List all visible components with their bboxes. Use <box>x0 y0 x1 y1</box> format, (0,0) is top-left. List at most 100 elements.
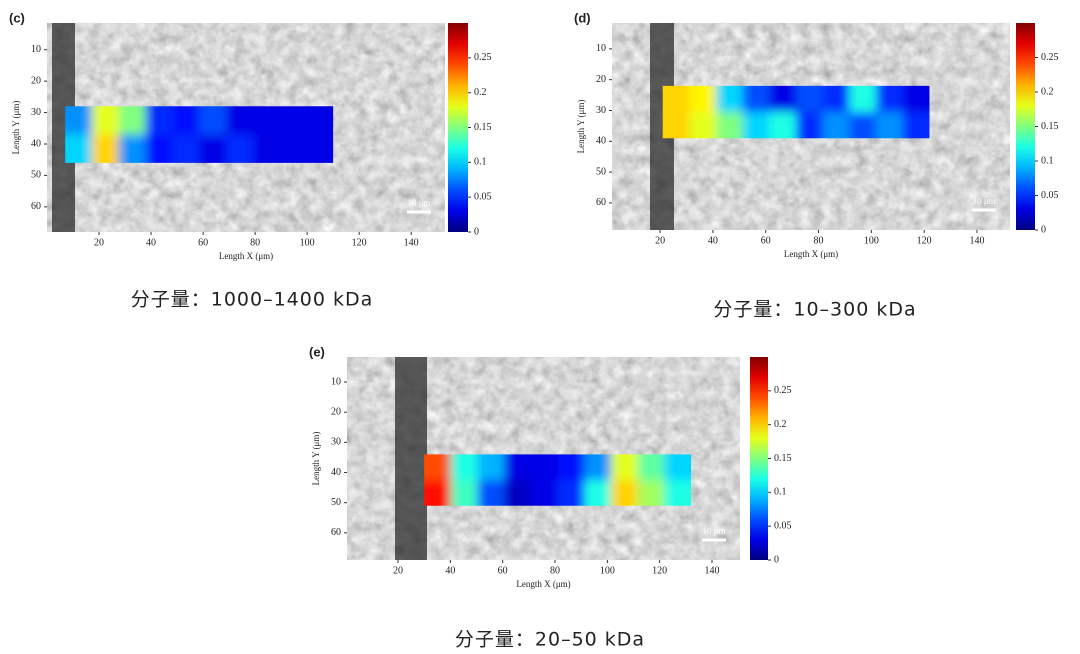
heat-cell <box>530 454 559 482</box>
y-tick-label: 10 <box>31 44 41 55</box>
y-tick-label: 40 <box>596 136 606 147</box>
x-tick-label: 100 <box>300 237 315 248</box>
heat-cell <box>477 454 506 482</box>
y-tick-label: 50 <box>331 497 341 508</box>
heat-cell <box>306 106 334 136</box>
y-tick-label: 30 <box>31 107 41 118</box>
heat-overlay <box>662 85 930 139</box>
x-tick-label: 20 <box>94 237 104 248</box>
y-tick-label: 40 <box>31 138 41 149</box>
heat-overlay <box>424 454 692 506</box>
x-axis-label: Length X (μm) <box>516 579 570 589</box>
colorbar-tick-label: 0.25 <box>474 52 492 63</box>
colorbar-tick-label: 0.2 <box>474 87 487 98</box>
y-tick-label: 20 <box>596 74 606 85</box>
x-tick-label: 60 <box>498 565 508 576</box>
heat-cell <box>450 454 479 482</box>
heat-cell <box>769 112 798 139</box>
colorbar-tick-label: 0.15 <box>474 122 492 133</box>
heat-cell <box>145 106 174 136</box>
y-tick-label: 60 <box>596 197 606 208</box>
heat-cell <box>876 85 904 114</box>
heat-cell <box>557 454 586 482</box>
x-tick-label: 100 <box>600 565 615 576</box>
caption: 分子量：20–50 kDa <box>455 629 645 651</box>
colorbar-tick-label: 0.05 <box>1041 190 1059 201</box>
heat-cell <box>65 134 94 163</box>
colorbar-tick-label: 0 <box>474 226 479 237</box>
tissue-edge <box>395 357 427 560</box>
heat-cell <box>65 106 94 136</box>
heat-cell <box>716 85 744 114</box>
colorbar-tick-label: 0.25 <box>774 385 792 396</box>
panel-label: (e) <box>309 344 325 359</box>
x-tick-label: 80 <box>250 237 260 248</box>
colorbar-tick-label: 0.25 <box>1041 52 1059 63</box>
y-axis-label: Length Y (μm) <box>311 432 321 486</box>
colorbar-tick-label: 0 <box>1041 224 1046 235</box>
heat-cell <box>530 480 559 506</box>
heat-cell <box>664 454 692 482</box>
heat-cell <box>902 85 930 114</box>
scale-bar-label: 10 μm <box>702 526 725 536</box>
x-tick-label: 40 <box>445 565 455 576</box>
heat-cell <box>424 480 452 506</box>
colorbar <box>448 23 468 232</box>
scale-bar-label: 10 μm <box>972 196 995 206</box>
heat-overlay <box>65 106 334 163</box>
heat-cell <box>796 112 824 139</box>
colorbar <box>750 357 768 560</box>
y-tick-label: 10 <box>596 43 606 54</box>
heat-cell <box>172 134 201 163</box>
heat-cell <box>637 454 666 482</box>
heat-cell <box>716 112 744 139</box>
x-tick-label: 120 <box>917 235 932 246</box>
heat-cell <box>742 85 771 114</box>
heat-cell <box>557 480 586 506</box>
x-tick-label: 20 <box>655 235 665 246</box>
heat-cell <box>689 112 718 139</box>
heat-cell <box>450 480 479 506</box>
y-tick-label: 50 <box>596 166 606 177</box>
heat-cell <box>637 480 666 506</box>
heat-cell <box>822 85 851 114</box>
x-tick-label: 120 <box>352 237 367 248</box>
y-tick-label: 20 <box>31 75 41 86</box>
colorbar-tick-label: 0.1 <box>774 487 787 498</box>
heat-cell <box>902 112 930 139</box>
heat-cell <box>662 112 691 139</box>
heat-cell <box>584 480 613 506</box>
x-tick-label: 60 <box>198 237 208 248</box>
colorbar-tick-label: 0.05 <box>774 520 792 531</box>
heat-cell <box>118 134 147 163</box>
heat-cell <box>199 134 227 163</box>
x-tick-label: 80 <box>814 235 824 246</box>
heat-cell <box>822 112 851 139</box>
heat-cell <box>477 480 506 506</box>
heat-cell <box>662 85 691 114</box>
y-axis-label: Length Y (μm) <box>11 101 21 155</box>
heat-cell <box>92 134 120 163</box>
heat-cell <box>769 85 798 114</box>
heat-cell <box>306 134 334 163</box>
y-tick-label: 40 <box>331 467 341 478</box>
x-axis-label: Length X (μm) <box>219 251 273 261</box>
x-axis-label: Length X (μm) <box>784 249 838 259</box>
heat-cell <box>611 480 639 506</box>
heat-cell <box>504 480 532 506</box>
heat-cell <box>504 454 532 482</box>
x-tick-label: 120 <box>652 565 667 576</box>
x-tick-label: 140 <box>969 235 984 246</box>
caption: 分子量：10–300 kDa <box>713 299 916 321</box>
heat-cell <box>145 134 174 163</box>
heat-cell <box>584 454 613 482</box>
caption: 分子量：1000–1400 kDa <box>131 289 374 311</box>
heat-cell <box>252 106 281 136</box>
y-tick-label: 50 <box>31 170 41 181</box>
heat-cell <box>664 480 692 506</box>
panel-label: (c) <box>9 10 25 25</box>
colorbar-tick-label: 0.2 <box>1041 86 1054 97</box>
y-tick-label: 60 <box>331 527 341 538</box>
heat-cell <box>279 106 308 136</box>
